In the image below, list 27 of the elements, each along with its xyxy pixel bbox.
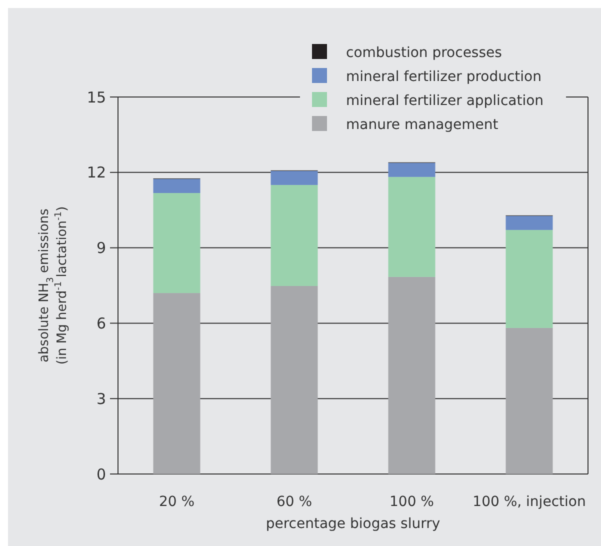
bar xyxy=(506,328,553,474)
bar xyxy=(388,176,436,277)
legend-label: manure management xyxy=(346,116,499,133)
y-tick-label: 9 xyxy=(96,239,106,258)
bar xyxy=(270,286,318,474)
bar xyxy=(153,293,200,474)
legend-label: mineral fertilizer production xyxy=(346,68,542,85)
x-tick-label: 60 % xyxy=(276,494,312,510)
legend-label: combustion processes xyxy=(346,44,502,61)
y-tick-label: 0 xyxy=(96,465,106,484)
x-tick-label: 100 %, injection xyxy=(472,494,586,510)
bar xyxy=(153,178,200,194)
x-tick-label: 100 % xyxy=(390,494,434,510)
x-tick-label: 20 % xyxy=(158,494,195,510)
y-tick-label: 3 xyxy=(96,390,106,408)
bar xyxy=(153,193,200,294)
y-tick-label: 12 xyxy=(86,164,106,182)
legend-label: mineral fertilizer application xyxy=(346,92,544,109)
bar xyxy=(388,276,436,474)
y-tick-label: 15 xyxy=(86,88,106,106)
x-axis-title: percentage biogas slurry xyxy=(266,516,440,532)
bar xyxy=(270,184,318,286)
bar xyxy=(506,216,553,230)
bar xyxy=(270,170,318,185)
bar xyxy=(506,230,553,328)
y-tick-label: 6 xyxy=(96,314,106,332)
bar xyxy=(388,162,436,177)
